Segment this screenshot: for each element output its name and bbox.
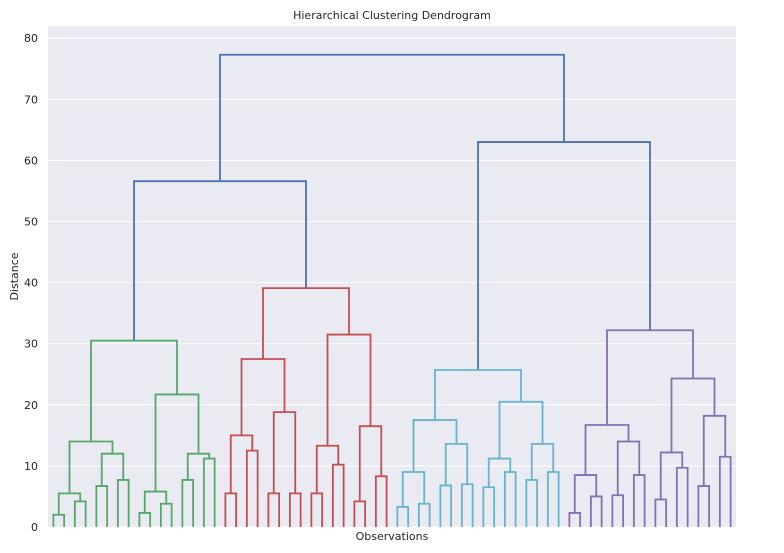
dendrogram-link	[487, 457, 512, 488]
dendrogram-link	[100, 452, 125, 487]
dendrogram-link	[525, 479, 539, 527]
dendrogram-link	[116, 479, 130, 527]
dendrogram-link	[412, 419, 458, 473]
dendrogram-link	[353, 500, 367, 527]
dendrogram-link	[632, 474, 646, 527]
dendrogram-link	[138, 512, 152, 527]
dendrogram-link	[73, 500, 87, 527]
dendrogram-link	[240, 358, 286, 436]
dendrogram-link	[374, 475, 388, 527]
y-tick-label: 20	[24, 399, 38, 412]
dendrogram-link	[482, 486, 496, 527]
dendrogram-link	[616, 440, 641, 496]
dendrogram-link	[530, 443, 555, 480]
dendrogram-link	[326, 333, 372, 446]
y-tick-labels: 0 10 20 30 40 50 60 70 80	[24, 32, 38, 534]
x-axis-label: Observations	[356, 530, 429, 543]
dendrogram-link	[229, 434, 254, 494]
dendrogram-link	[396, 505, 410, 527]
dendrogram-link	[262, 287, 350, 359]
dendrogram-link	[546, 471, 560, 527]
dendrogram-link	[331, 463, 345, 527]
y-tick-label: 60	[24, 154, 38, 167]
dendrogram-link	[718, 455, 732, 527]
dendrogram-link	[154, 393, 200, 492]
dendrogram-link	[675, 466, 689, 527]
plot-area	[48, 26, 736, 527]
dendrogram-link	[133, 180, 307, 341]
chart-title: Hierarchical Clustering Dendrogram	[293, 9, 491, 22]
dendrogram-link	[477, 141, 651, 370]
dendrogram-link	[670, 377, 716, 453]
y-tick-label: 30	[24, 338, 38, 351]
dendrogram-link	[143, 490, 168, 513]
dendrogram-link	[434, 369, 522, 421]
dendrogram-link	[310, 492, 324, 527]
dendrogram-link	[315, 444, 340, 494]
dendrogram-link	[186, 452, 211, 480]
dendrogram-link	[654, 498, 668, 527]
y-tick-label: 50	[24, 216, 38, 229]
dendrogram-link	[181, 479, 195, 527]
dendrogram-link	[589, 495, 603, 527]
dendrogram-link	[568, 512, 582, 527]
grid-lines	[48, 37, 736, 528]
dendrogram-link	[417, 502, 431, 527]
dendrogram-link	[68, 440, 114, 494]
dendrogram-link	[272, 411, 297, 494]
dendrogram-link	[584, 424, 630, 476]
dendrogram-link	[659, 451, 684, 500]
dendrogram-link	[57, 492, 82, 515]
y-tick-label: 0	[31, 521, 38, 534]
y-axis-label: Distance	[8, 252, 21, 300]
dendrogram-link	[444, 443, 469, 486]
dendrogram-link	[573, 474, 598, 513]
dendrogram-link	[159, 502, 173, 527]
dendrogram-link	[245, 449, 259, 527]
dendrogram-link	[702, 414, 727, 487]
dendrogram-link	[224, 492, 238, 527]
dendrogram-link	[439, 484, 453, 527]
dendrogram-link	[498, 400, 544, 459]
dendrogram-link	[503, 471, 517, 527]
dendrogram-link	[267, 492, 281, 527]
dendrogram-link	[95, 485, 109, 527]
y-tick-label: 80	[24, 32, 38, 45]
dendrogram-link	[90, 339, 178, 442]
dendrogram-link	[606, 329, 694, 425]
y-tick-label: 10	[24, 460, 38, 473]
dendrogram-link	[288, 492, 302, 527]
dendrogram-link	[460, 483, 474, 527]
dendrogram-link	[697, 485, 711, 527]
dendrogram-link	[401, 471, 426, 507]
dendrogram-link	[611, 494, 625, 527]
y-tick-label: 40	[24, 277, 38, 290]
dendrogram-link	[202, 457, 216, 527]
dendrogram-link	[358, 425, 383, 502]
y-tick-label: 70	[24, 93, 38, 106]
dendrogram-link	[219, 53, 565, 182]
dendrogram-links	[52, 53, 732, 527]
dendrogram-link	[52, 513, 66, 527]
